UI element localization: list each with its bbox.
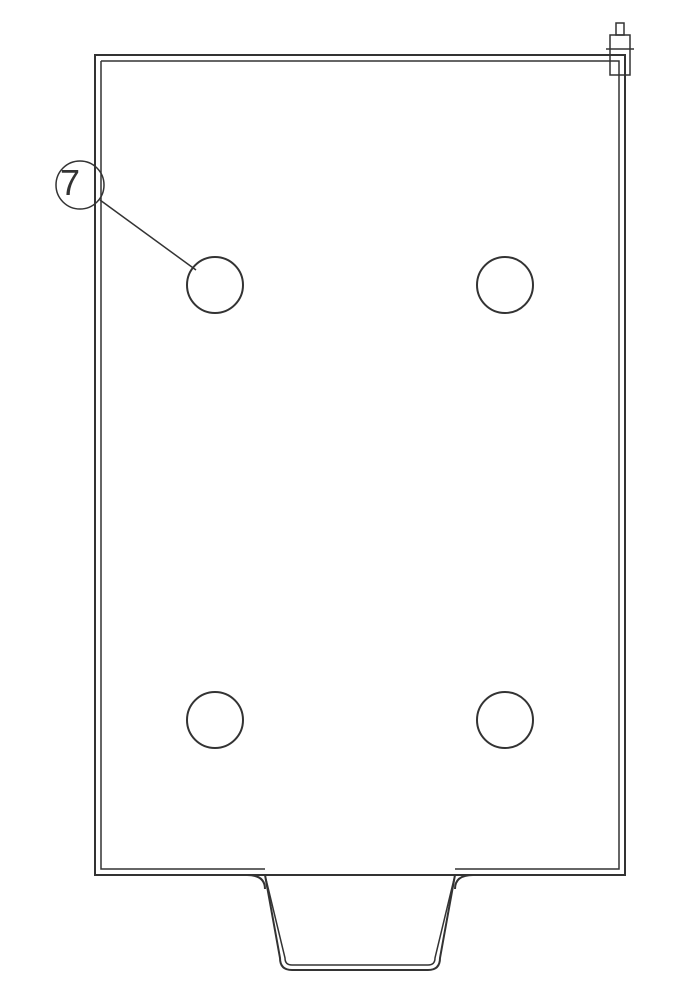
top-connector-stem [616, 23, 624, 35]
callout-label: 7 [60, 162, 80, 203]
hole-3 [187, 692, 243, 748]
hole-4 [477, 692, 533, 748]
bottom-tab-shoulder-left [247, 875, 265, 889]
main-body-outer [95, 55, 625, 875]
hole-2 [477, 257, 533, 313]
hole-1 [187, 257, 243, 313]
bottom-tab-shoulder-right [455, 875, 473, 889]
bottom-tab-inner [265, 875, 455, 965]
main-body-inner [101, 61, 619, 869]
callout-leader [100, 200, 196, 270]
bottom-tab-outer [265, 875, 455, 970]
